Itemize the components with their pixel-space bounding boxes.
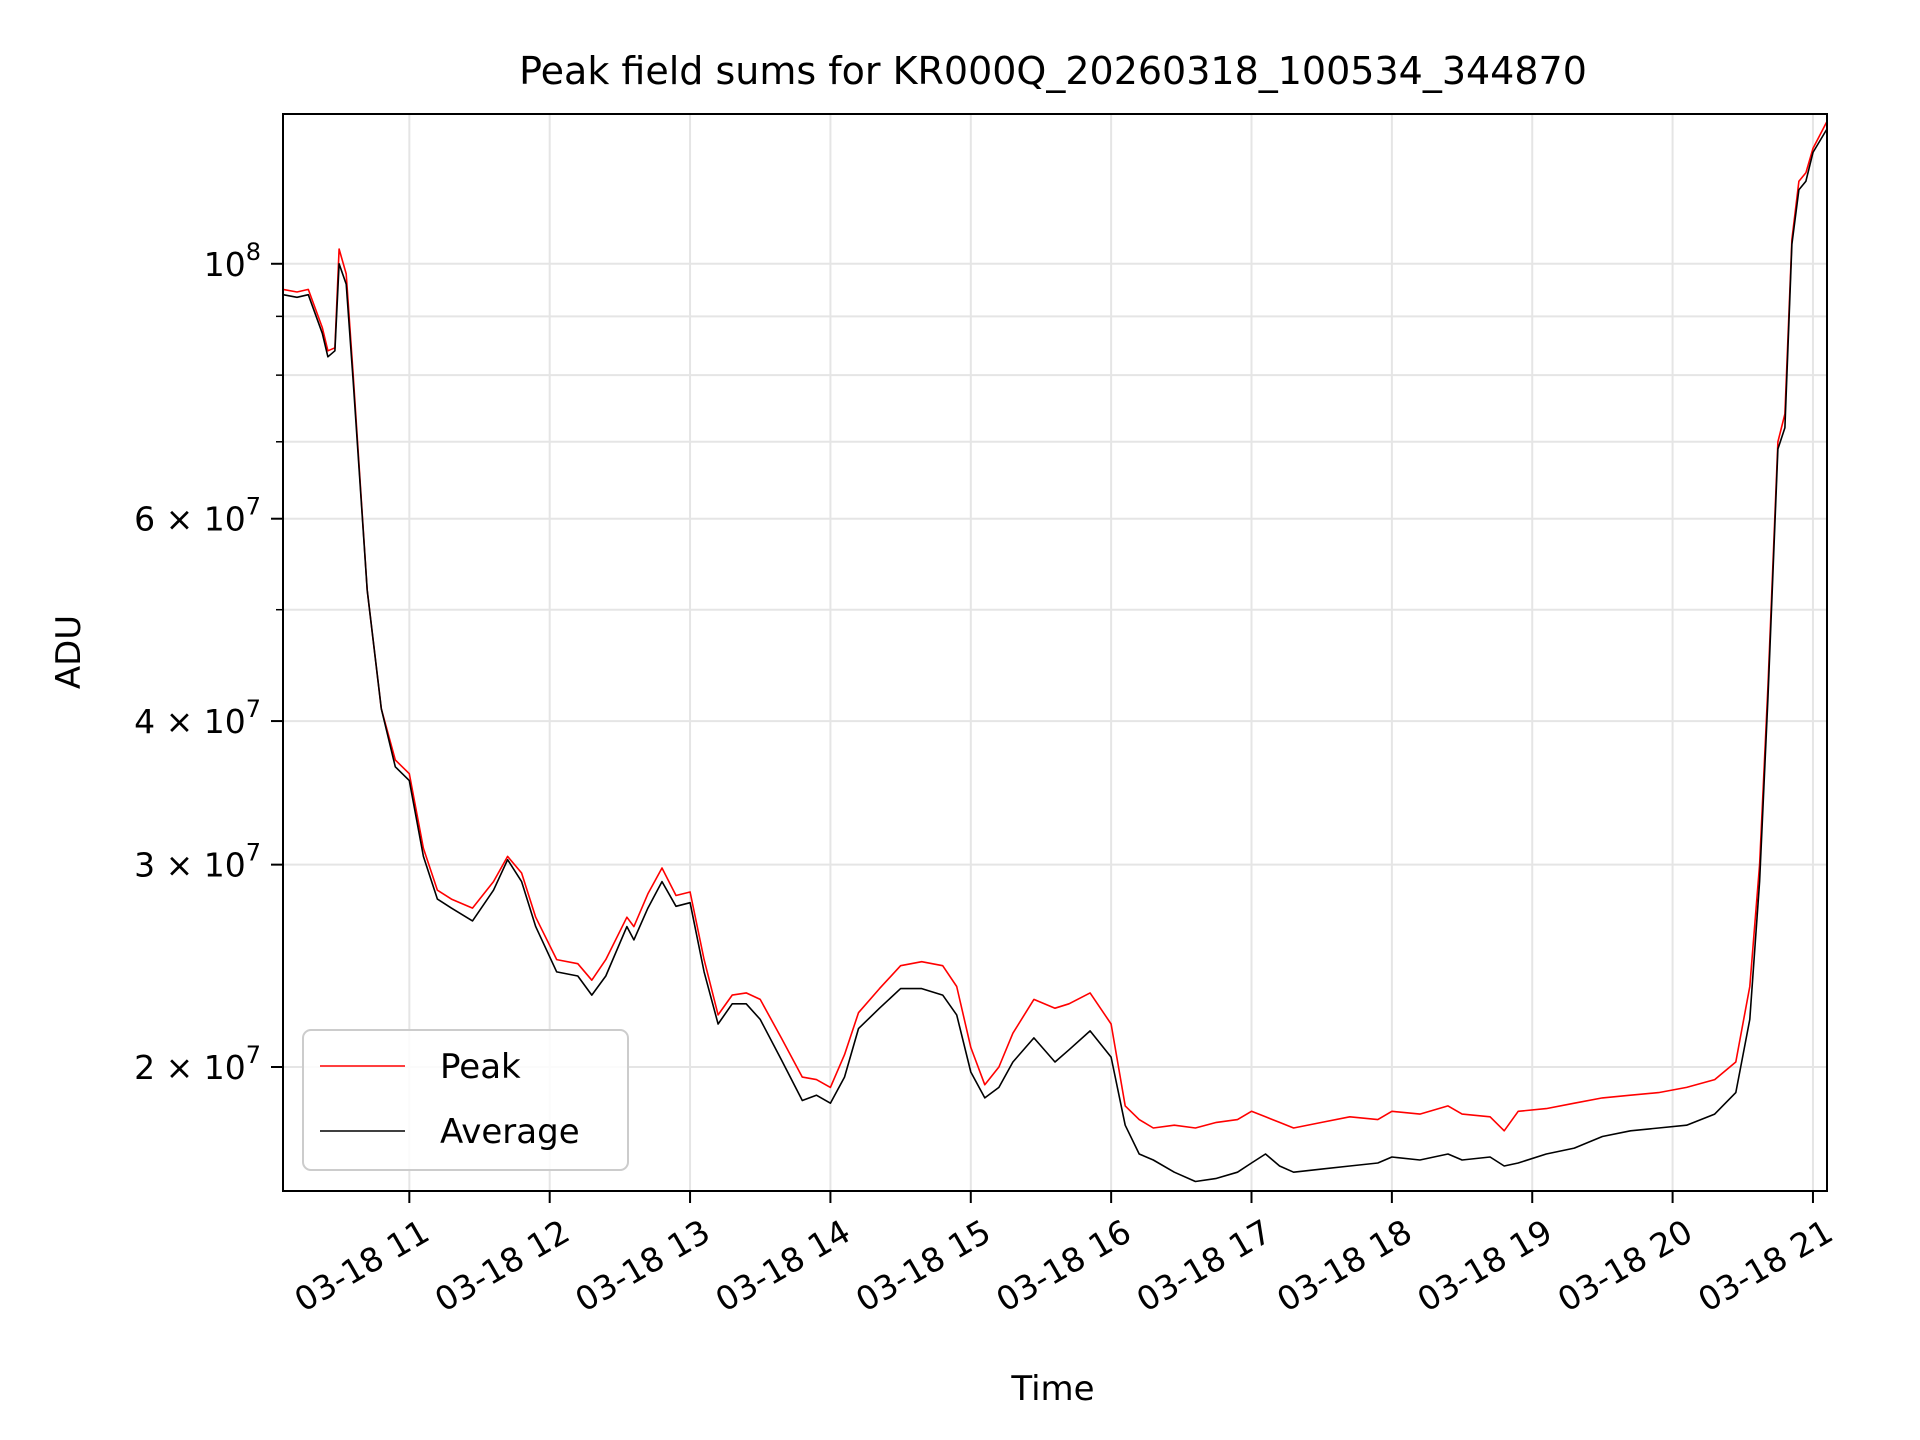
y-axis-label: ADU [49, 615, 89, 689]
legend-peak-label: Peak [440, 1047, 521, 1087]
series-line-peak [283, 121, 1827, 1132]
series-layer [283, 121, 1827, 1183]
series-line-average [283, 128, 1827, 1183]
y-tick-label: 108 [204, 238, 261, 284]
x-axis-label: Time [1010, 1369, 1094, 1409]
y-tick-label: 4 × 107 [134, 695, 261, 741]
legend-average-label: Average [440, 1112, 580, 1152]
y-tick-label: 3 × 107 [134, 839, 261, 885]
y-tick-label: 2 × 107 [134, 1041, 261, 1087]
legend: Peak Average [302, 1029, 629, 1171]
chart-title: Peak field sums for KR000Q_20260318_1005… [519, 49, 1587, 93]
y-axis-ticks: 108 6 × 107 4 × 107 3 × 107 2 × 107 [134, 238, 283, 1087]
plot-frame [282, 113, 1828, 1192]
legend-box [302, 1029, 629, 1171]
grid [283, 114, 1827, 1191]
y-tick-label: 6 × 107 [134, 493, 261, 539]
